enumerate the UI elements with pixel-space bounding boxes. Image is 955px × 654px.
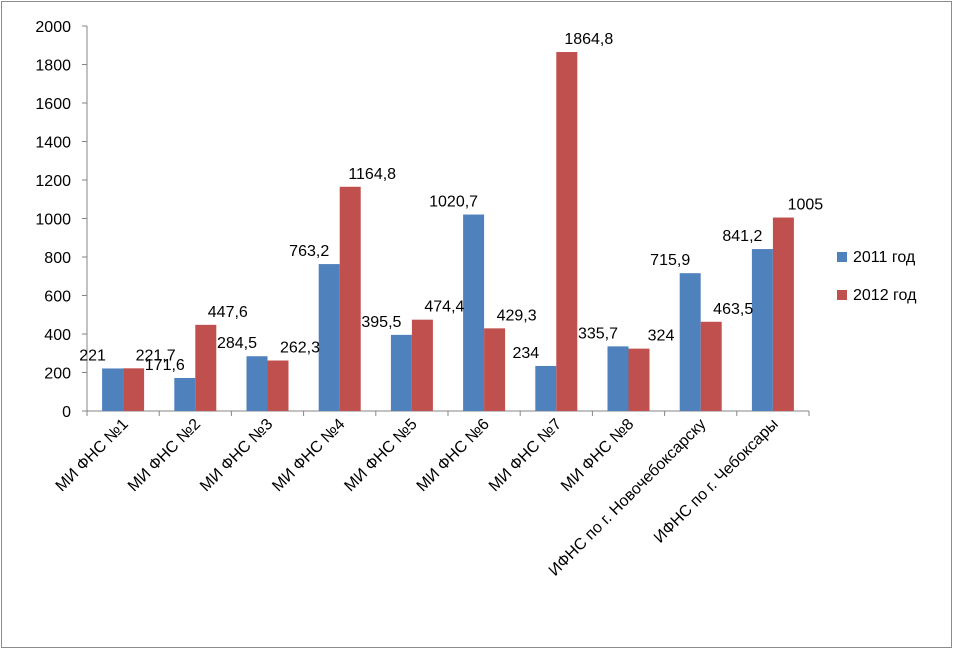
x-tick-label: МИ ФНС №7 — [486, 416, 565, 495]
data-label: 335,7 — [578, 325, 618, 342]
data-label: 763,2 — [289, 243, 329, 260]
bars — [102, 52, 794, 411]
bar-2012 — [411, 319, 433, 411]
data-label: 284,5 — [217, 335, 257, 352]
bar-2011 — [390, 334, 412, 411]
x-tick-label: МИ ФНС №5 — [341, 416, 420, 495]
data-label: 234 — [512, 345, 539, 362]
bar-2012 — [556, 52, 578, 411]
y-tick-label: 1600 — [35, 96, 71, 113]
data-label: 463,5 — [713, 301, 753, 318]
bar-2012 — [123, 368, 145, 411]
data-label: 171,6 — [145, 357, 185, 374]
bar-2011 — [751, 249, 773, 411]
legend-label: 2012 год — [853, 287, 917, 304]
bar-2011 — [174, 377, 196, 411]
y-tick-label: 1400 — [35, 135, 71, 152]
data-label: 474,4 — [424, 299, 464, 316]
legend: 2011 год 2012 год — [837, 249, 917, 304]
data-label: 715,9 — [650, 252, 690, 269]
data-label: 324 — [648, 328, 675, 345]
data-label: 1020,7 — [429, 194, 478, 211]
x-tick-label: МИ ФНС №6 — [414, 416, 493, 495]
y-axis-ticks: 0 200 400 600 800 1000 1200 1400 1600 1800 2000 — [35, 19, 87, 421]
bar-2012 — [267, 360, 289, 411]
bar-2011 — [463, 214, 485, 411]
bar-2011 — [607, 346, 629, 411]
bar-2012 — [195, 324, 217, 411]
data-label: 1164,8 — [348, 166, 396, 183]
y-tick-label: 1000 — [35, 212, 71, 229]
x-tick-label: ИФНС по г. Новочебоксарску — [546, 416, 710, 580]
bar-2012 — [484, 328, 506, 411]
x-tick-label: МИ ФНС №8 — [558, 416, 637, 495]
x-tick-label: ИФНС по г. Чебоксары — [651, 416, 782, 547]
data-label: 221,7 — [136, 347, 176, 364]
y-tick-label: 2000 — [35, 19, 71, 36]
data-label: 1005 — [788, 197, 824, 214]
bar-2011 — [318, 264, 340, 411]
data-label: 395,5 — [361, 314, 401, 331]
y-tick-label: 200 — [44, 366, 71, 383]
bar-2012 — [700, 321, 722, 411]
data-label: 841,2 — [722, 228, 762, 245]
data-label: 221 — [79, 347, 106, 364]
bar-2011 — [535, 365, 557, 411]
bar-2012 — [628, 348, 650, 411]
x-tick-label: МИ ФНС №2 — [125, 416, 204, 495]
y-tick-label: 600 — [44, 289, 71, 306]
y-tick-label: 800 — [44, 250, 71, 267]
x-tick-label: МИ ФНС №1 — [53, 416, 132, 495]
bar-2012 — [772, 217, 794, 411]
y-tick-label: 400 — [44, 327, 71, 344]
data-label: 262,3 — [280, 340, 320, 357]
data-label: 447,6 — [208, 304, 248, 321]
bar-2012 — [339, 186, 361, 411]
legend-swatch — [837, 252, 847, 262]
data-label: 429,3 — [497, 307, 537, 324]
y-tick-label: 1800 — [35, 58, 71, 75]
bar-2011 — [102, 368, 124, 411]
legend-swatch — [837, 290, 847, 300]
y-tick-label: 0 — [62, 404, 71, 421]
legend-label: 2011 год — [853, 249, 916, 266]
x-tick-label: МИ ФНС №4 — [269, 416, 348, 495]
bar-2011 — [246, 356, 268, 411]
data-label: 1864,8 — [564, 31, 613, 48]
bar-2011 — [679, 273, 701, 411]
x-tick-label: МИ ФНС №3 — [197, 416, 276, 495]
y-tick-label: 1200 — [35, 173, 71, 190]
